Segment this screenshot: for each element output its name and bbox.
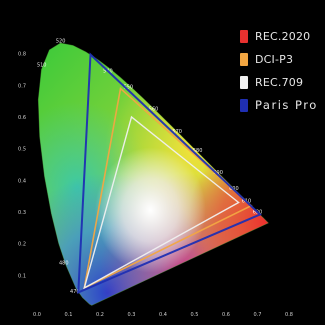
- legend-item-rec709: REC.709: [240, 74, 325, 90]
- wavelength-label: 480: [59, 260, 69, 266]
- legend-label-paris-pro: Paris Pro: [255, 98, 318, 112]
- spectral-locus-outline: [37, 42, 269, 306]
- x-tick-label: 0.7: [254, 312, 262, 318]
- legend-item-paris-pro: Paris Pro: [240, 97, 325, 113]
- y-tick-label: 0.5: [18, 147, 26, 153]
- y-tick-label: 0.4: [18, 178, 26, 184]
- y-tick-label: 0.6: [18, 115, 26, 121]
- legend-item-rec2020: REC.2020: [240, 28, 325, 44]
- x-tick-label: 0.5: [191, 312, 199, 318]
- legend-swatch-paris-pro: [240, 98, 248, 112]
- y-tick-label: 0.8: [18, 52, 26, 58]
- wavelength-label: 550: [124, 85, 134, 91]
- x-tick-label: 0.1: [65, 312, 73, 318]
- gamut-triangle-dci-p3: [83, 86, 253, 290]
- y-tick-label: 0.2: [18, 242, 26, 248]
- wavelength-label: 520: [56, 39, 66, 45]
- y-tick-label: 0.1: [18, 273, 26, 279]
- x-tick-label: 0.6: [222, 312, 230, 318]
- legend-item-dcip3: DCI-P3: [240, 51, 325, 67]
- legend: REC.2020 DCI-P3 REC.709 Paris Pro: [240, 28, 325, 120]
- x-tick-label: 0.2: [96, 312, 104, 318]
- x-tick-label: 0.0: [33, 312, 41, 318]
- legend-label-dcip3: DCI-P3: [255, 52, 294, 66]
- legend-swatch-rec2020: [240, 29, 248, 43]
- wavelength-label: 470: [70, 289, 80, 295]
- legend-label-rec2020: REC.2020: [255, 29, 311, 43]
- legend-label-rec709: REC.709: [255, 75, 304, 89]
- y-tick-label: 0.7: [18, 83, 26, 89]
- wavelength-label: 570: [172, 129, 182, 135]
- legend-swatch-dcip3: [240, 52, 248, 66]
- wavelength-label: 560: [149, 107, 159, 113]
- y-tick-label: 0.3: [18, 210, 26, 216]
- x-tick-label: 0.3: [128, 312, 136, 318]
- wavelength-label: 590: [213, 170, 223, 176]
- gamut-triangle-rec-709: [83, 115, 240, 290]
- gamut-triangle-paris-pro: [77, 52, 262, 294]
- wavelength-label: 580: [193, 148, 203, 154]
- legend-swatch-rec709: [240, 75, 248, 89]
- x-tick-label: 0.4: [159, 312, 167, 318]
- wavelength-label: 510: [37, 62, 47, 68]
- x-tick-label: 0.8: [285, 312, 293, 318]
